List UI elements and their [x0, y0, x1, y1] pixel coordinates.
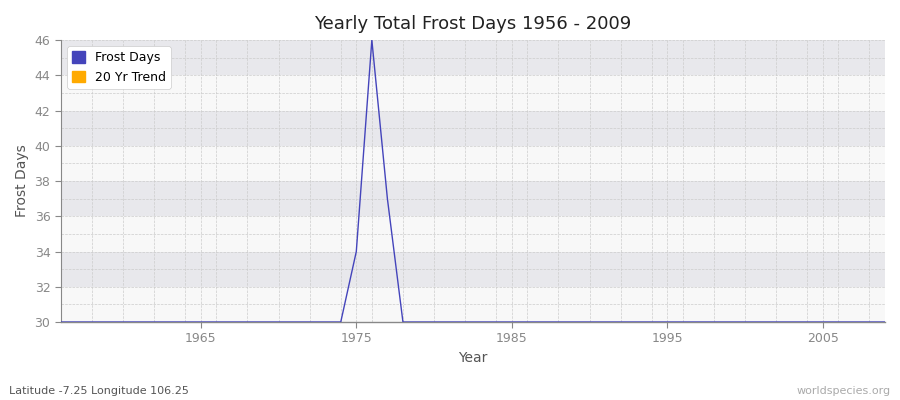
X-axis label: Year: Year — [458, 351, 488, 365]
Title: Yearly Total Frost Days 1956 - 2009: Yearly Total Frost Days 1956 - 2009 — [314, 15, 632, 33]
Y-axis label: Frost Days: Frost Days — [15, 145, 29, 218]
Bar — [61, 287, 885, 322]
Text: Latitude -7.25 Longitude 106.25: Latitude -7.25 Longitude 106.25 — [9, 386, 189, 396]
Bar — [61, 110, 885, 146]
Bar — [61, 146, 885, 181]
Bar — [61, 40, 885, 75]
Legend: Frost Days, 20 Yr Trend: Frost Days, 20 Yr Trend — [68, 46, 171, 89]
Bar — [61, 216, 885, 252]
Bar — [61, 181, 885, 216]
Text: worldspecies.org: worldspecies.org — [796, 386, 891, 396]
Bar — [61, 75, 885, 110]
Bar — [61, 252, 885, 287]
